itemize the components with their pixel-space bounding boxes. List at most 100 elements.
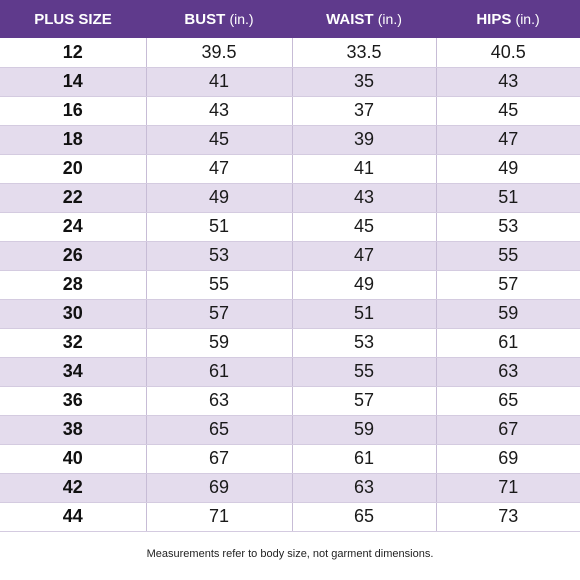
bust-cell: 55: [146, 270, 293, 300]
hips-cell: 73: [436, 502, 580, 532]
table-row: 42 69 63 71: [0, 473, 580, 503]
bust-cell: 61: [146, 357, 293, 387]
header-bust-unit: (in.): [229, 10, 254, 27]
table-row: 40 67 61 69: [0, 444, 580, 474]
hips-cell: 43: [436, 67, 580, 97]
waist-cell: 51: [292, 299, 437, 329]
table-row: 22 49 43 51: [0, 183, 580, 213]
hips-cell: 63: [436, 357, 580, 387]
size-cell: 20: [0, 154, 147, 184]
size-cell: 42: [0, 473, 147, 503]
table-row: 18 45 39 47: [0, 125, 580, 155]
waist-cell: 39: [292, 125, 437, 155]
table-row: 14 41 35 43: [0, 67, 580, 97]
waist-cell: 65: [292, 502, 437, 532]
bust-cell: 53: [146, 241, 293, 271]
hips-cell: 71: [436, 473, 580, 503]
hips-cell: 45: [436, 96, 580, 126]
size-cell: 38: [0, 415, 147, 445]
header-waist: WAIST (in.): [292, 0, 436, 38]
bust-cell: 63: [146, 386, 293, 416]
header-hips-label: HIPS: [476, 10, 512, 28]
table-row: 24 51 45 53: [0, 212, 580, 242]
bust-cell: 69: [146, 473, 293, 503]
table-row: 44 71 65 73: [0, 502, 580, 532]
waist-cell: 63: [292, 473, 437, 503]
size-cell: 22: [0, 183, 147, 213]
size-cell: 32: [0, 328, 147, 358]
table-row: 30 57 51 59: [0, 299, 580, 329]
header-hips: HIPS (in.): [436, 0, 580, 38]
hips-cell: 59: [436, 299, 580, 329]
hips-cell: 51: [436, 183, 580, 213]
bust-cell: 41: [146, 67, 293, 97]
waist-cell: 61: [292, 444, 437, 474]
table-row: 12 39.5 33.5 40.5: [0, 38, 580, 68]
hips-cell: 65: [436, 386, 580, 416]
size-cell: 12: [0, 38, 147, 68]
header-plus-size: PLUS SIZE: [0, 0, 146, 38]
header-row: PLUS SIZE BUST (in.) WAIST (in.) HIPS (i…: [0, 0, 580, 38]
hips-cell: 40.5: [436, 38, 580, 68]
waist-cell: 33.5: [292, 38, 437, 68]
waist-cell: 45: [292, 212, 437, 242]
bust-cell: 47: [146, 154, 293, 184]
bust-cell: 59: [146, 328, 293, 358]
table-row: 36 63 57 65: [0, 386, 580, 416]
size-chart: PLUS SIZE BUST (in.) WAIST (in.) HIPS (i…: [0, 0, 580, 532]
size-cell: 34: [0, 357, 147, 387]
waist-cell: 43: [292, 183, 437, 213]
size-cell: 24: [0, 212, 147, 242]
header-waist-unit: (in.): [377, 10, 402, 27]
waist-cell: 53: [292, 328, 437, 358]
footnote: Measurements refer to body size, not gar…: [146, 548, 434, 560]
waist-cell: 57: [292, 386, 437, 416]
size-cell: 40: [0, 444, 147, 474]
hips-cell: 53: [436, 212, 580, 242]
hips-cell: 57: [436, 270, 580, 300]
bust-cell: 39.5: [146, 38, 293, 68]
table-row: 34 61 55 63: [0, 357, 580, 387]
waist-cell: 37: [292, 96, 437, 126]
size-chart-table: PLUS SIZE BUST (in.) WAIST (in.) HIPS (i…: [0, 0, 580, 532]
bust-cell: 43: [146, 96, 293, 126]
size-cell: 26: [0, 241, 147, 271]
waist-cell: 35: [292, 67, 437, 97]
bust-cell: 65: [146, 415, 293, 445]
hips-cell: 69: [436, 444, 580, 474]
size-cell: 30: [0, 299, 147, 329]
size-cell: 14: [0, 67, 147, 97]
header-hips-unit: (in.): [515, 10, 540, 27]
size-cell: 16: [0, 96, 147, 126]
bust-cell: 67: [146, 444, 293, 474]
bust-cell: 45: [146, 125, 293, 155]
table-row: 26 53 47 55: [0, 241, 580, 271]
table-row: 28 55 49 57: [0, 270, 580, 300]
waist-cell: 59: [292, 415, 437, 445]
table-row: 20 47 41 49: [0, 154, 580, 184]
table-row: 16 43 37 45: [0, 96, 580, 126]
hips-cell: 49: [436, 154, 580, 184]
size-rows: 12 39.5 33.5 40.5 14 41 35 43 16 43 37 45 18 45 39 47 20…: [0, 38, 580, 532]
size-cell: 44: [0, 502, 147, 532]
hips-cell: 67: [436, 415, 580, 445]
header-waist-label: WAIST: [326, 10, 374, 28]
hips-cell: 47: [436, 125, 580, 155]
header-bust-label: BUST: [184, 10, 226, 28]
bust-cell: 57: [146, 299, 293, 329]
size-cell: 18: [0, 125, 147, 155]
table-row: 38 65 59 67: [0, 415, 580, 445]
size-cell: 36: [0, 386, 147, 416]
header-bust: BUST (in.): [146, 0, 292, 38]
bust-cell: 49: [146, 183, 293, 213]
size-cell: 28: [0, 270, 147, 300]
bust-cell: 51: [146, 212, 293, 242]
header-plus-size-label: PLUS SIZE: [34, 10, 112, 28]
waist-cell: 41: [292, 154, 437, 184]
waist-cell: 47: [292, 241, 437, 271]
bust-cell: 71: [146, 502, 293, 532]
hips-cell: 55: [436, 241, 580, 271]
hips-cell: 61: [436, 328, 580, 358]
waist-cell: 55: [292, 357, 437, 387]
waist-cell: 49: [292, 270, 437, 300]
